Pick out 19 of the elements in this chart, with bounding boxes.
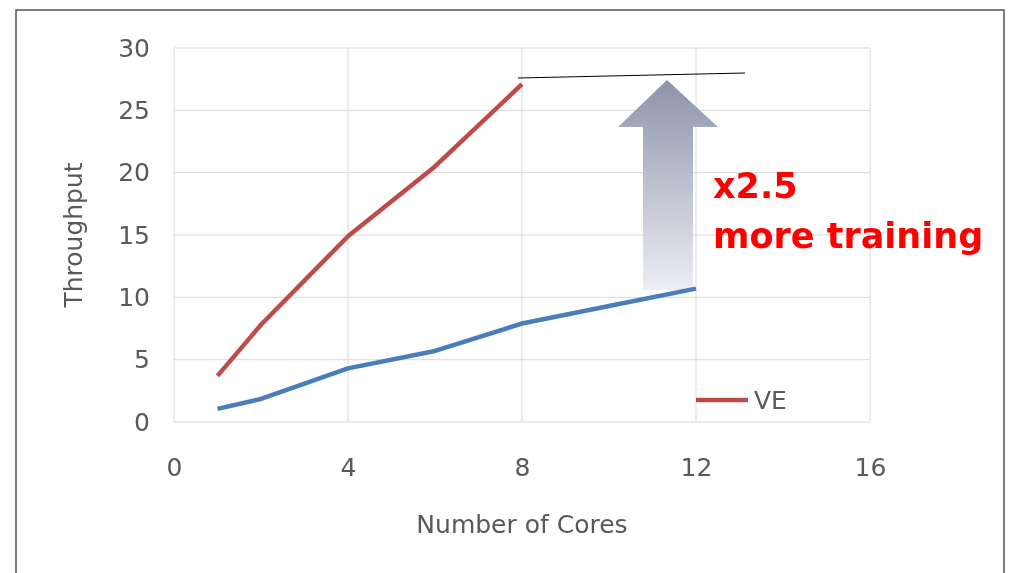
- y-tick-label: 0: [134, 407, 150, 437]
- x-tick-label: 8: [514, 452, 531, 482]
- y-tick-label: 30: [118, 33, 150, 63]
- x-tick-label: 0: [166, 452, 183, 482]
- x-tick-label: 16: [854, 452, 887, 482]
- x-tick-label: 4: [340, 452, 357, 482]
- annotation: more training: [713, 216, 984, 256]
- line-series: [215, 286, 699, 412]
- annotation: x2.5: [713, 166, 798, 206]
- y-tick-label: 20: [118, 158, 150, 188]
- y-tick-label: 25: [118, 95, 150, 125]
- line-series: [215, 81, 525, 379]
- legend-label: VE: [754, 386, 787, 415]
- x-axis-title: Number of Cores: [416, 510, 628, 539]
- y-tick-label: 5: [134, 345, 150, 375]
- x-tick-label: 12: [680, 452, 713, 482]
- y-axis-title: Throughput: [59, 162, 88, 309]
- y-tick-label: 10: [118, 282, 150, 312]
- y-tick-label: 15: [118, 220, 150, 250]
